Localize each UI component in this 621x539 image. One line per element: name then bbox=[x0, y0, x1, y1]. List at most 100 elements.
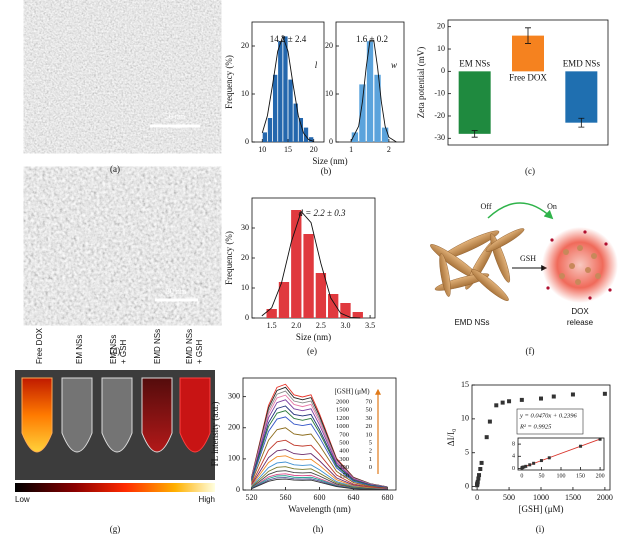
histogram-bar bbox=[374, 74, 381, 142]
legend-entry: 700 bbox=[339, 431, 349, 438]
x-tick-label: 20 bbox=[310, 145, 318, 154]
legend-entry: 200 bbox=[339, 464, 349, 471]
annotation: l bbox=[315, 60, 318, 70]
legend-entry: 1 bbox=[369, 456, 372, 463]
spectrum-line bbox=[251, 410, 388, 488]
histogram-bar bbox=[262, 132, 268, 142]
spectrum-line bbox=[251, 466, 388, 490]
x-tick-label: 15 bbox=[284, 145, 292, 154]
data-point bbox=[547, 456, 551, 460]
data-point bbox=[484, 435, 489, 440]
spectrum-line bbox=[251, 455, 388, 490]
y-tick-label: 10 bbox=[461, 414, 469, 423]
bar bbox=[565, 71, 598, 123]
histogram-bar bbox=[266, 309, 277, 318]
x-tick-label: 3.5 bbox=[365, 321, 375, 330]
histogram-bar bbox=[366, 41, 374, 143]
y-axis-label: Zeta potential (mV) bbox=[416, 47, 426, 118]
category-label: Free DOX bbox=[509, 72, 547, 82]
legend-entry: 500 bbox=[339, 439, 349, 446]
tem-image bbox=[40, 180, 205, 312]
x-tick-label: 600 bbox=[314, 493, 326, 502]
histogram-bar bbox=[303, 127, 309, 142]
histogram-bar bbox=[328, 294, 339, 318]
histogram-bar bbox=[315, 273, 327, 318]
y-axis-label: ΔI/I₀ bbox=[446, 429, 456, 446]
data-point bbox=[476, 476, 481, 481]
legend-entry: 400 bbox=[339, 448, 349, 455]
panel-label: (e) bbox=[307, 346, 317, 356]
data-point bbox=[532, 461, 536, 465]
legend-entry: 150 bbox=[339, 472, 349, 479]
y-tick-label: 5 bbox=[465, 448, 469, 457]
spectrum-line bbox=[251, 386, 388, 488]
x-axis-label: Wavelength (nm) bbox=[288, 504, 351, 514]
histogram-bar bbox=[278, 282, 290, 318]
bar bbox=[458, 71, 491, 134]
y-tick-label: 30 bbox=[241, 223, 249, 232]
y-tick-label: 200 bbox=[228, 423, 240, 432]
panel-label: (h) bbox=[313, 524, 324, 534]
x-tick-label: 1 bbox=[349, 145, 353, 154]
error-bar bbox=[471, 130, 478, 138]
histogram-bar bbox=[298, 118, 304, 142]
x-tick-label: 2000 bbox=[597, 493, 613, 502]
data-point bbox=[528, 463, 532, 467]
legend-entry: 1500 bbox=[336, 407, 349, 414]
y-tick-label: 20 bbox=[437, 22, 445, 31]
panel-label: (b) bbox=[321, 166, 332, 176]
y-tick-label: 20 bbox=[241, 41, 249, 50]
legend-entry: 10 bbox=[366, 431, 373, 438]
annotation: 14.2 ± 2.4 bbox=[270, 34, 307, 44]
y-tick-label: 10 bbox=[437, 44, 445, 53]
legend-entry: 5 bbox=[369, 439, 372, 446]
scale-label: 30 nm bbox=[166, 287, 187, 296]
x-axis-label: Size (nm) bbox=[312, 156, 347, 166]
tube-label: EMD NSs bbox=[153, 329, 162, 364]
y-tick-label: 0 bbox=[512, 466, 515, 472]
y-tick-label: 4 bbox=[512, 454, 515, 460]
data-point bbox=[579, 444, 583, 448]
histogram-bar bbox=[308, 137, 314, 142]
data-point bbox=[519, 397, 524, 402]
data-point bbox=[570, 392, 575, 397]
x-tick-label: 2.5 bbox=[316, 321, 326, 330]
data-point bbox=[522, 465, 526, 469]
legend-entry: 70 bbox=[366, 398, 373, 405]
y-tick-label: 100 bbox=[228, 454, 240, 463]
legend-entry: 2 bbox=[369, 448, 372, 455]
error-bar bbox=[525, 27, 531, 44]
schematic bbox=[430, 202, 618, 303]
x-axis-label: [GSH] (μM) bbox=[518, 504, 563, 514]
legend-entry: 0 bbox=[369, 464, 372, 471]
data-point bbox=[551, 394, 556, 399]
spectrum-line bbox=[251, 394, 388, 488]
x-tick-label: 0 bbox=[520, 473, 523, 479]
y-tick-label: 10 bbox=[241, 89, 249, 98]
x-tick-label: 520 bbox=[246, 493, 258, 502]
spectrum-line bbox=[251, 427, 388, 489]
y-tick-label: -10 bbox=[434, 88, 445, 97]
spectrum-line bbox=[251, 439, 388, 489]
y-tick-label: -30 bbox=[434, 133, 445, 142]
y-axis-label: Frequency (%) bbox=[224, 231, 234, 285]
spectrum-line bbox=[251, 461, 388, 490]
legend-entry: 1200 bbox=[336, 415, 349, 422]
histogram-bar bbox=[288, 79, 293, 142]
annotation: y = 0.0470x + 0.2396 bbox=[519, 412, 578, 419]
x-tick-label: 0 bbox=[475, 493, 479, 502]
x-tick-label: 640 bbox=[348, 493, 360, 502]
panel-label: (i) bbox=[536, 524, 545, 534]
histogram-bar bbox=[278, 41, 283, 143]
product-label: release bbox=[567, 318, 594, 327]
data-point bbox=[487, 419, 492, 424]
data-point bbox=[524, 464, 528, 468]
data-point bbox=[478, 467, 483, 471]
x-tick-label: 50 bbox=[538, 473, 544, 479]
data-point bbox=[539, 396, 543, 401]
x-tick-label: 500 bbox=[503, 493, 515, 502]
histogram-bar bbox=[303, 234, 314, 318]
product-label: DOX bbox=[571, 307, 589, 316]
histogram-bar bbox=[381, 127, 389, 142]
histogram-bar bbox=[352, 312, 363, 318]
